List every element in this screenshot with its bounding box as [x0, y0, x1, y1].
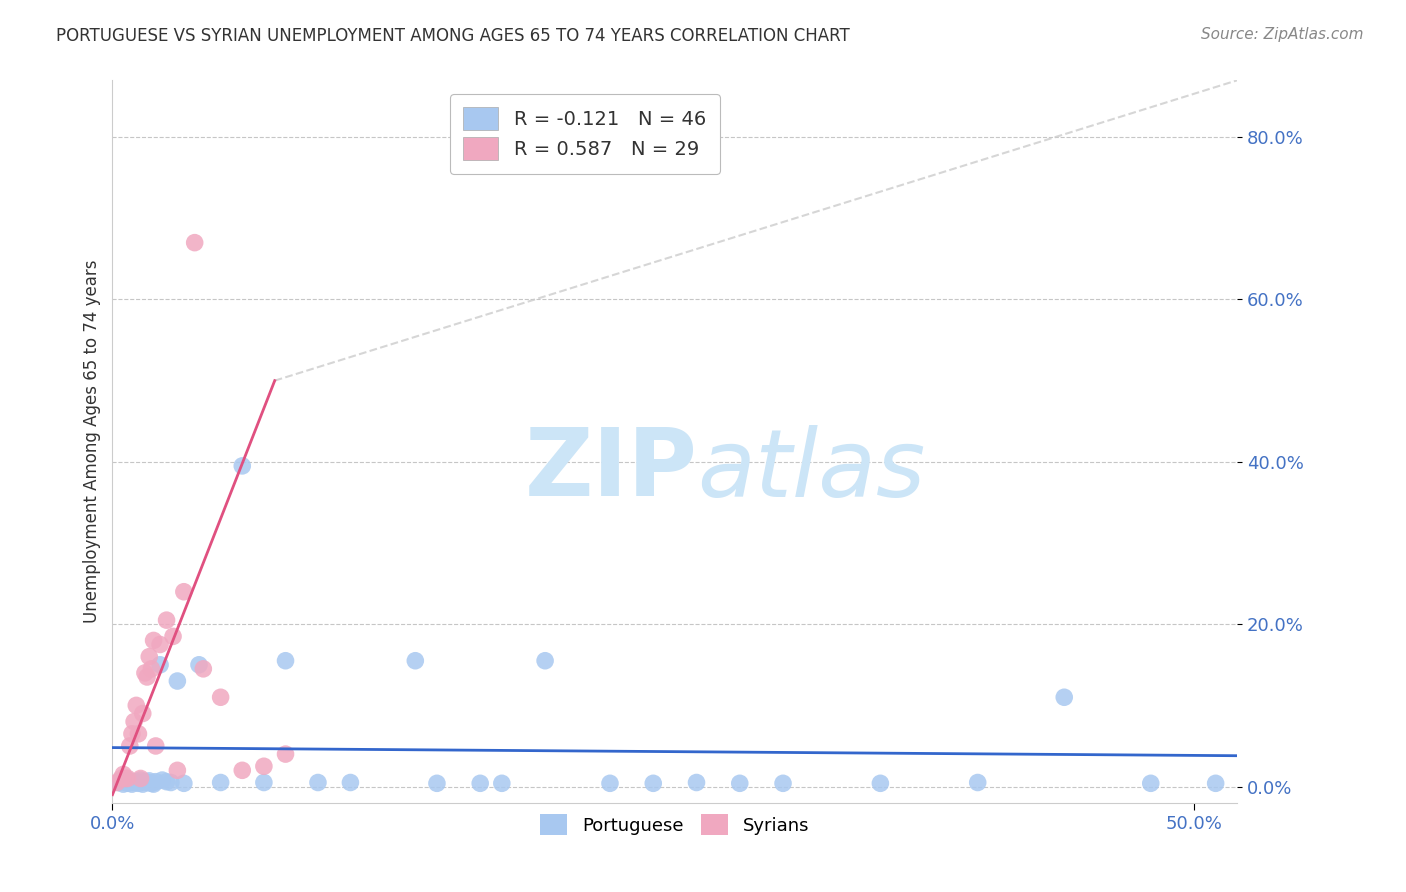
Point: [117, 776, 139, 790]
Point: [121, 777, 143, 791]
Point: [145, 739, 167, 753]
Point: [1205, 776, 1227, 790]
Point: [534, 654, 557, 668]
Point: [125, 774, 148, 789]
Point: [685, 775, 707, 789]
Point: [166, 764, 188, 778]
Point: [155, 613, 177, 627]
Point: [160, 775, 183, 789]
Point: [112, 767, 135, 781]
Point: [145, 774, 167, 789]
Point: [149, 657, 172, 672]
Point: [150, 773, 173, 788]
Point: [132, 706, 155, 721]
Point: [134, 665, 156, 680]
Point: [142, 633, 165, 648]
Point: [127, 727, 149, 741]
Point: [136, 670, 159, 684]
Point: [599, 776, 621, 790]
Legend: R = -0.121   N = 46, R = 0.587   N = 29: R = -0.121 N = 46, R = 0.587 N = 29: [450, 94, 720, 174]
Point: [188, 657, 211, 672]
Point: [404, 654, 426, 668]
Point: [105, 775, 128, 789]
Point: [122, 775, 145, 789]
Point: [274, 747, 297, 761]
Point: [307, 775, 329, 789]
Point: [173, 584, 195, 599]
Point: [491, 776, 513, 790]
Point: [127, 776, 149, 790]
Point: [129, 772, 152, 786]
Point: [118, 739, 141, 753]
Point: [772, 776, 794, 790]
Y-axis label: Unemployment Among Ages 65 to 74 years: Unemployment Among Ages 65 to 74 years: [83, 260, 101, 624]
Text: Source: ZipAtlas.com: Source: ZipAtlas.com: [1201, 27, 1364, 42]
Point: [173, 776, 195, 790]
Point: [118, 773, 141, 788]
Point: [1139, 776, 1161, 790]
Point: [141, 662, 163, 676]
Point: [253, 775, 276, 789]
Point: [114, 772, 136, 786]
Point: [339, 775, 361, 789]
Point: [274, 654, 297, 668]
Point: [231, 458, 253, 473]
Point: [122, 714, 145, 729]
Point: [966, 775, 988, 789]
Point: [209, 690, 232, 705]
Text: atlas: atlas: [697, 425, 925, 516]
Point: [1053, 690, 1076, 705]
Point: [869, 776, 891, 790]
Point: [121, 727, 143, 741]
Point: [193, 662, 215, 676]
Point: [112, 777, 135, 791]
Point: [114, 774, 136, 789]
Point: [426, 776, 449, 790]
Point: [138, 649, 160, 664]
Point: [110, 772, 132, 786]
Point: [149, 638, 172, 652]
Point: [643, 776, 665, 790]
Point: [470, 776, 492, 790]
Point: [162, 629, 184, 643]
Point: [141, 776, 163, 790]
Text: ZIP: ZIP: [524, 425, 697, 516]
Point: [136, 775, 159, 789]
Point: [134, 774, 156, 789]
Point: [166, 673, 188, 688]
Point: [129, 773, 152, 788]
Point: [155, 774, 177, 789]
Point: [117, 772, 139, 786]
Point: [728, 776, 751, 790]
Point: [253, 759, 276, 773]
Point: [132, 777, 155, 791]
Point: [138, 773, 160, 788]
Point: [125, 698, 148, 713]
Point: [110, 773, 132, 788]
Point: [142, 777, 165, 791]
Text: PORTUGUESE VS SYRIAN UNEMPLOYMENT AMONG AGES 65 TO 74 YEARS CORRELATION CHART: PORTUGUESE VS SYRIAN UNEMPLOYMENT AMONG …: [56, 27, 851, 45]
Point: [209, 775, 232, 789]
Point: [108, 775, 131, 789]
Point: [183, 235, 205, 250]
Point: [231, 764, 253, 778]
